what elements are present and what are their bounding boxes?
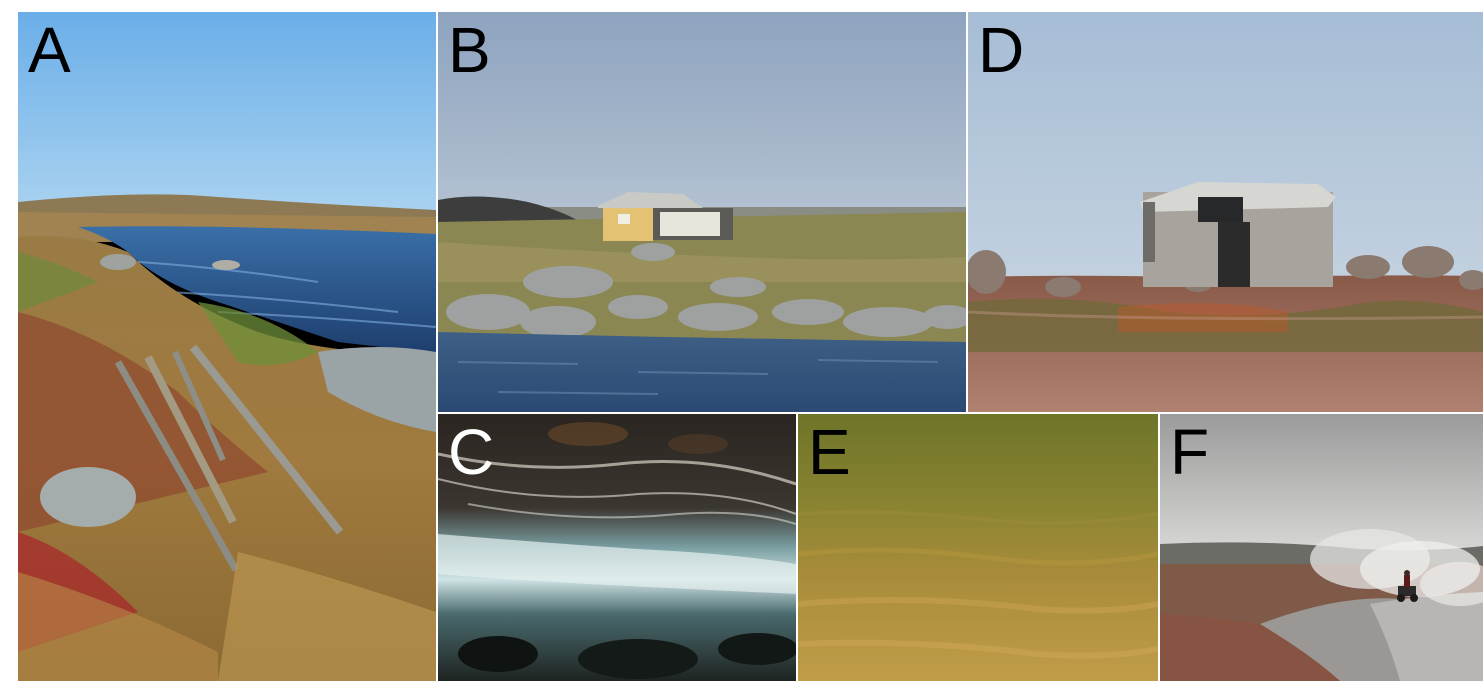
panel-c-photo: [438, 414, 796, 681]
panel-b-photo: [438, 12, 966, 412]
panel-e-murky-underwater: E: [798, 414, 1158, 681]
panel-f-atv-gravel-road: F: [1160, 414, 1483, 681]
panel-a-label: A: [28, 14, 71, 86]
panel-e-label: E: [808, 416, 851, 488]
panel-c-label: C: [448, 416, 495, 488]
panel-a-photo: [18, 12, 436, 681]
panel-b-cabin-shore: B: [438, 12, 966, 412]
panel-b-label: B: [448, 14, 491, 86]
panel-a-river-tundra: A: [18, 12, 436, 681]
panel-d-label: D: [978, 14, 1025, 86]
panel-f-photo: [1160, 414, 1483, 681]
panel-d-photo: [968, 12, 1483, 412]
panel-e-photo: [798, 414, 1158, 681]
panel-f-label: F: [1170, 416, 1210, 488]
panel-d-concrete-hut: D: [968, 12, 1483, 412]
panel-c-underwater-rapids: C: [438, 414, 796, 681]
